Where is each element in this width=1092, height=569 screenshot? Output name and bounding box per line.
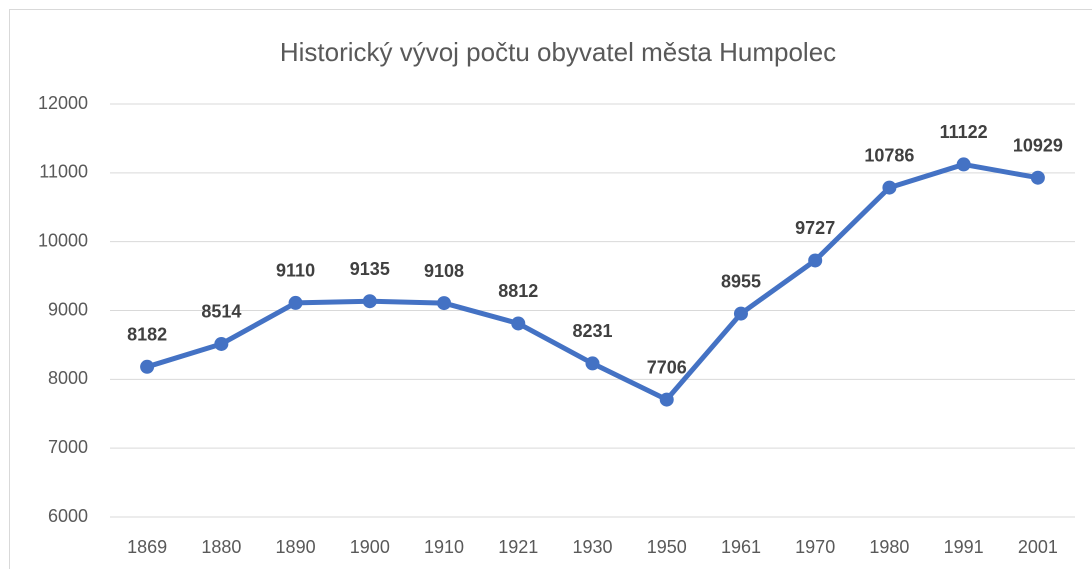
x-tick-label: 1910 (424, 537, 464, 557)
y-tick-label: 8000 (48, 368, 88, 388)
marker (733, 306, 748, 321)
marker (214, 336, 229, 351)
x-tick-label: 1950 (647, 537, 687, 557)
marker (511, 316, 526, 331)
marker (140, 359, 155, 374)
data-label: 8812 (498, 281, 538, 301)
marker (288, 295, 303, 310)
marker (956, 157, 971, 172)
x-tick-label: 1900 (350, 537, 390, 557)
x-tick-label: 1921 (498, 537, 538, 557)
marker (437, 296, 452, 311)
data-label: 7706 (647, 357, 687, 377)
marker (808, 253, 823, 268)
marker (659, 392, 674, 407)
x-tick-label: 1880 (201, 537, 241, 557)
data-label: 8514 (201, 302, 241, 322)
y-tick-label: 10000 (38, 230, 88, 250)
x-tick-label: 1890 (276, 537, 316, 557)
chart-title: Historický vývoj počtu obyvatel města Hu… (280, 37, 836, 67)
data-label: 9727 (795, 218, 835, 238)
x-tick-label: 1869 (127, 537, 167, 557)
data-label: 9135 (350, 259, 390, 279)
x-tick-label: 1991 (944, 537, 984, 557)
marker (362, 294, 377, 309)
data-label: 10929 (1013, 135, 1063, 155)
data-label: 11122 (940, 122, 988, 142)
data-label: 8231 (572, 321, 612, 341)
x-tick-label: 1980 (869, 537, 909, 557)
x-tick-label: 1961 (721, 537, 761, 557)
marker (882, 180, 897, 195)
chart-border (9, 9, 1092, 569)
x-tick-label: 1970 (795, 537, 835, 557)
x-tick-label: 2001 (1018, 537, 1058, 557)
data-label: 9110 (276, 261, 315, 281)
data-label: 8182 (127, 325, 167, 345)
y-tick-label: 12000 (38, 93, 88, 113)
y-tick-label: 9000 (48, 299, 88, 319)
y-tick-label: 6000 (48, 506, 88, 526)
x-tick-label: 1930 (572, 537, 612, 557)
data-label: 8955 (721, 271, 761, 291)
marker (585, 356, 600, 371)
y-tick-label: 7000 (48, 437, 88, 457)
data-label: 10786 (864, 145, 914, 165)
marker (1030, 170, 1045, 185)
y-tick-label: 11000 (39, 162, 88, 182)
data-label: 9108 (424, 261, 464, 281)
